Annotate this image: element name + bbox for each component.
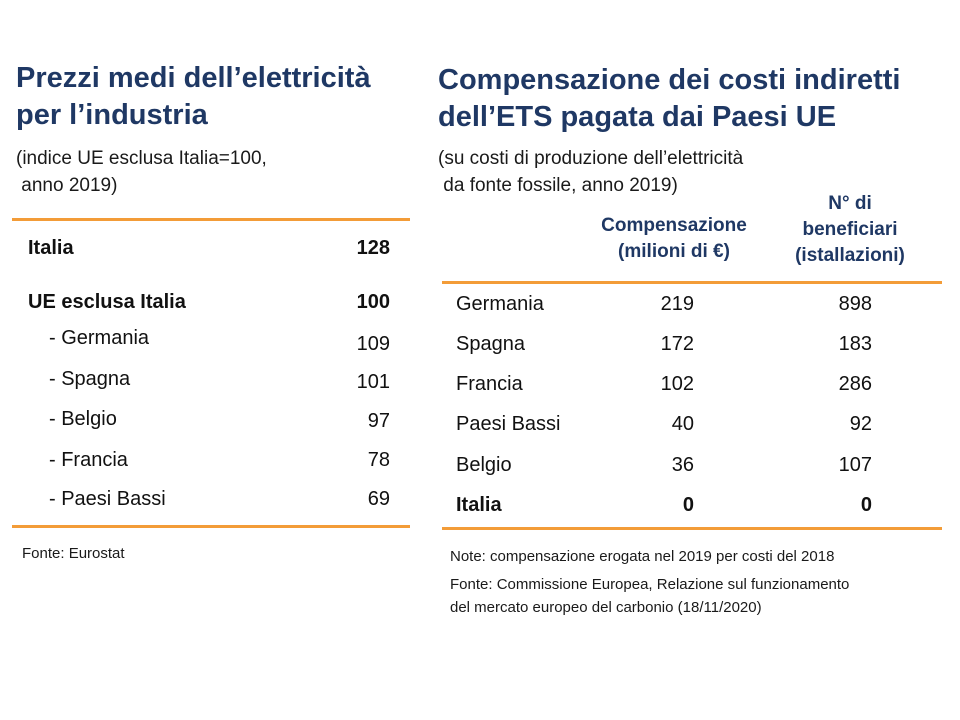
- row-beneficiari: 107: [838, 454, 872, 476]
- right-note: Note: compensazione erogata nel 2019 per…: [450, 548, 835, 565]
- column-header-compensazione: Compensazione (milioni di €): [574, 213, 774, 265]
- left-bottom-rule: [12, 525, 410, 528]
- right-row-belgio: Belgio 36 107: [456, 454, 872, 480]
- right-subtitle-line1: (su costi di produzione dell’elettricità: [438, 148, 744, 169]
- left-subtitle-line2: anno 2019): [16, 175, 118, 196]
- row-beneficiari: 183: [838, 333, 872, 355]
- left-title: Prezzi medi dell’elettricità per l’indus…: [16, 60, 371, 134]
- left-row-ue-esclusa-italia: UE esclusa Italia 100: [28, 291, 390, 317]
- row-compensazione: 102: [660, 373, 694, 395]
- right-title-line2: dell’ETS pagata dai Paesi UE: [438, 101, 837, 133]
- column-header-line: (istallazioni): [795, 245, 905, 266]
- left-row-italia: Italia 128: [28, 237, 390, 263]
- right-source-line1: Fonte: Commissione Europea, Relazione su…: [450, 576, 850, 593]
- left-row-paesi-bassi: - Paesi Bassi 69: [28, 488, 390, 514]
- row-beneficiari: 92: [849, 413, 872, 435]
- column-header-line: N° di: [828, 193, 872, 214]
- row-compensazione: 172: [660, 333, 694, 355]
- left-row-label: - Germania: [49, 327, 150, 349]
- row-beneficiari: 898: [838, 293, 872, 315]
- right-subtitle-line2: da fonte fossile, anno 2019): [438, 175, 678, 196]
- column-header-line: beneficiari: [802, 219, 898, 240]
- right-top-rule: [442, 281, 942, 284]
- row-country: Belgio: [456, 454, 512, 476]
- left-title-line2: per l’industria: [16, 99, 208, 131]
- row-country: Francia: [456, 373, 523, 395]
- row-compensazione: 0: [682, 494, 694, 516]
- row-compensazione: 219: [660, 293, 694, 315]
- left-row-value: 128: [356, 237, 390, 259]
- left-row-value: 100: [356, 291, 390, 313]
- row-beneficiari: 0: [860, 494, 872, 516]
- row-country: Germania: [456, 293, 544, 315]
- left-row-label: - Belgio: [49, 408, 117, 430]
- left-row-label: Italia: [28, 237, 74, 259]
- row-compensazione: 36: [671, 454, 694, 476]
- right-title-line1: Compensazione dei costi indiretti: [438, 64, 901, 96]
- right-title: Compensazione dei costi indiretti dell’E…: [438, 62, 900, 136]
- left-row-label: - Spagna: [49, 368, 131, 390]
- left-source: Fonte: Eurostat: [22, 545, 125, 562]
- left-row-value: 97: [367, 410, 390, 432]
- right-row-italia: Italia 0 0: [456, 494, 872, 520]
- right-bottom-rule: [442, 527, 942, 530]
- right-row-paesi-bassi: Paesi Bassi 40 92: [456, 413, 872, 439]
- right-source-line2: del mercato europeo del carbonio (18/11/…: [450, 599, 762, 616]
- column-header-line: (milioni di €): [618, 241, 730, 262]
- right-row-germania: Germania 219 898: [456, 293, 872, 319]
- column-header-line: Compensazione: [601, 215, 747, 236]
- left-row-value: 109: [356, 333, 390, 355]
- row-compensazione: 40: [671, 413, 694, 435]
- left-row-value: 78: [367, 449, 390, 471]
- left-row-label: UE esclusa Italia: [28, 291, 186, 313]
- right-subtitle: (su costi di produzione dell’elettricità…: [438, 145, 743, 199]
- row-country: Italia: [456, 494, 502, 516]
- left-top-rule: [12, 218, 410, 221]
- left-subtitle-line1: (indice UE esclusa Italia=100,: [16, 148, 267, 169]
- row-beneficiari: 286: [838, 373, 872, 395]
- left-row-germania: - Germania 109: [28, 327, 390, 355]
- row-country: Paesi Bassi: [456, 413, 561, 435]
- left-row-label: - Francia: [49, 449, 128, 471]
- left-row-spagna: - Spagna 101: [28, 368, 390, 394]
- row-country: Spagna: [456, 333, 525, 355]
- column-header-beneficiari: N° di beneficiari (istallazioni): [770, 191, 930, 269]
- right-source: Fonte: Commissione Europea, Relazione su…: [450, 573, 849, 619]
- left-row-value: 101: [356, 371, 390, 393]
- left-row-value: 69: [367, 488, 390, 510]
- left-row-belgio: - Belgio 97: [28, 408, 390, 434]
- right-row-spagna: Spagna 172 183: [456, 333, 872, 359]
- right-row-francia: Francia 102 286: [456, 373, 872, 399]
- left-row-label: - Paesi Bassi: [49, 488, 166, 510]
- left-title-line1: Prezzi medi dell’elettricità: [16, 62, 371, 94]
- left-subtitle: (indice UE esclusa Italia=100, anno 2019…: [16, 145, 267, 199]
- left-row-francia: - Francia 78: [28, 449, 390, 475]
